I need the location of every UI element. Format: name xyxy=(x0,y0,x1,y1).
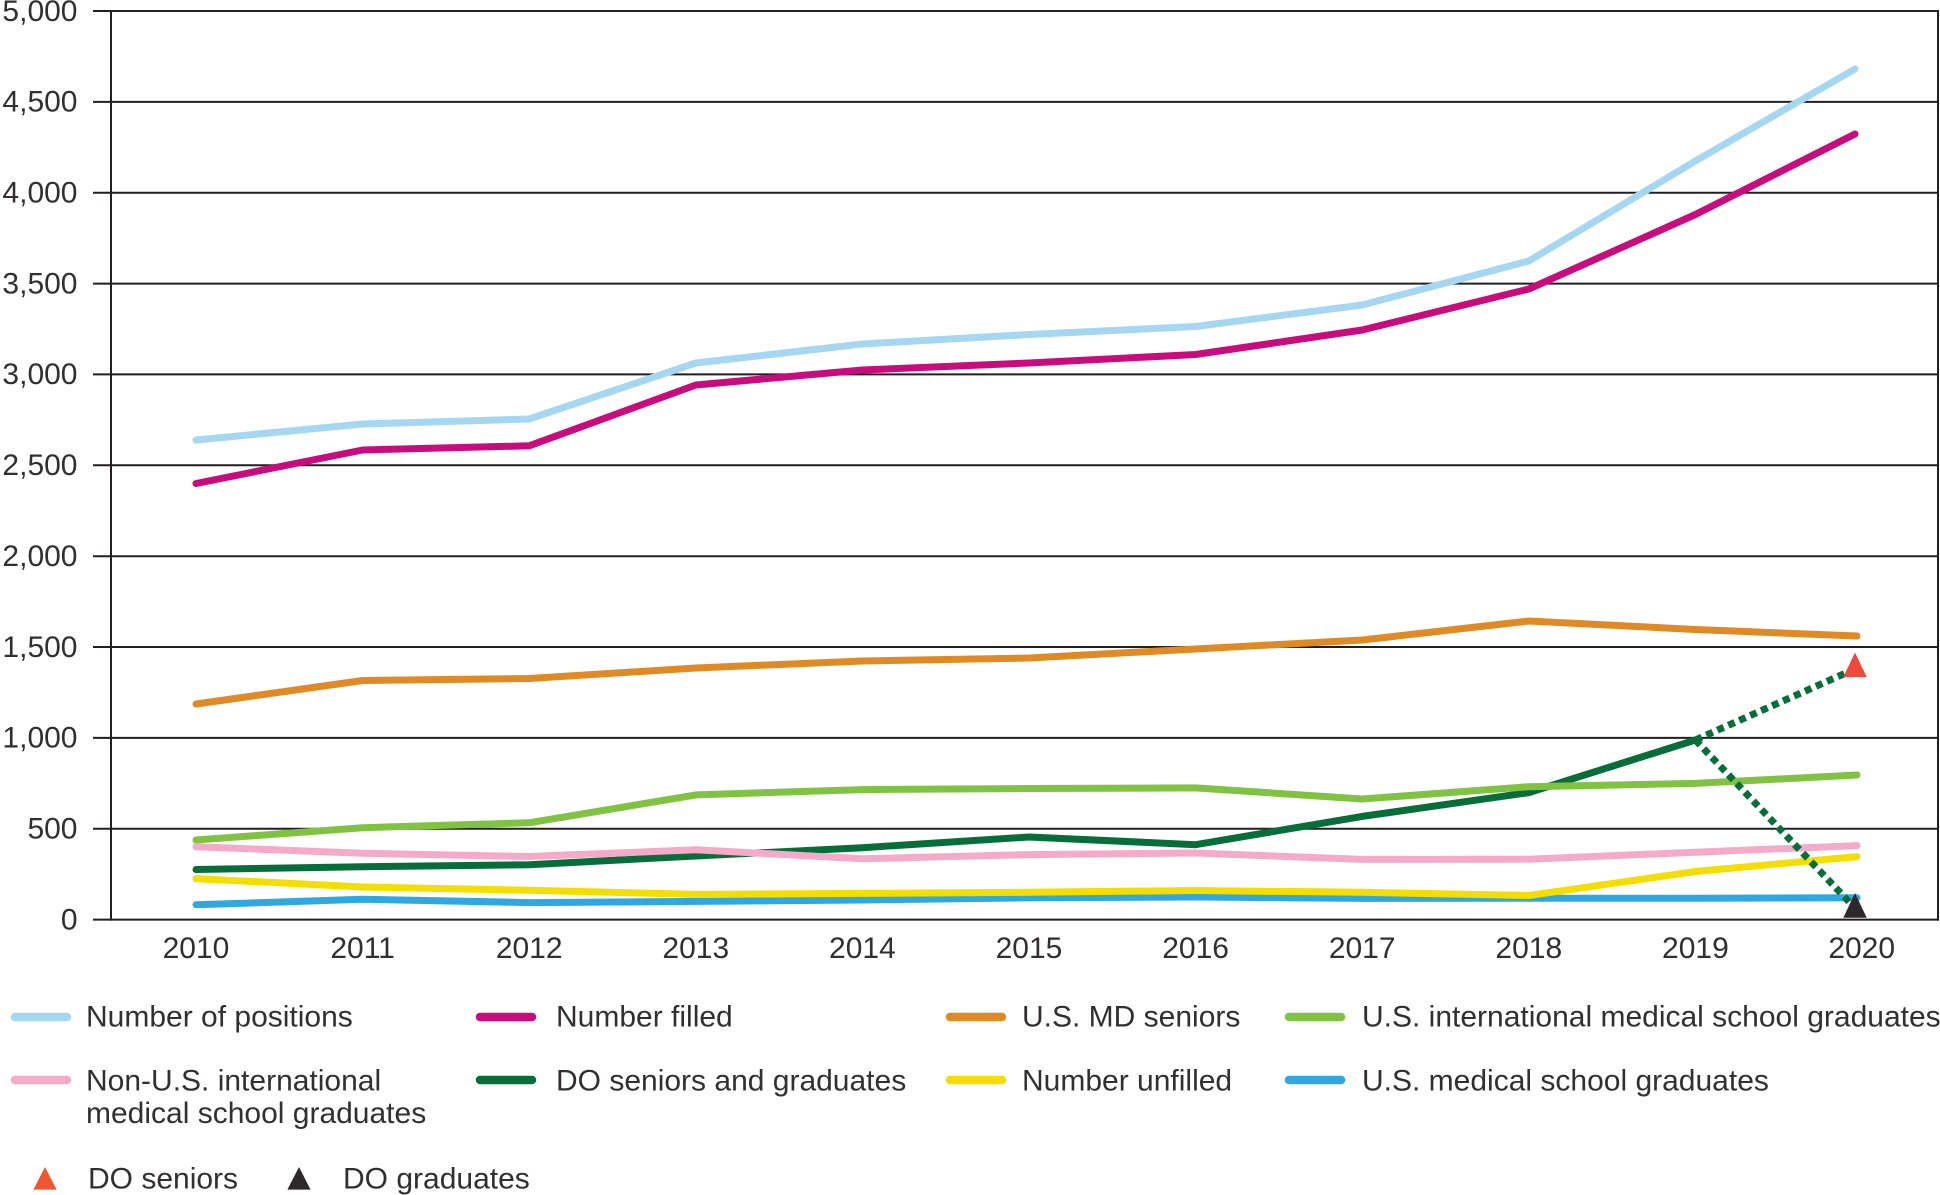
svg-text:Number unfilled: Number unfilled xyxy=(1022,1065,1232,1098)
svg-text:2012: 2012 xyxy=(496,932,563,965)
svg-text:2016: 2016 xyxy=(1162,932,1229,965)
svg-text:2010: 2010 xyxy=(163,932,230,965)
svg-text:U.S. medical school graduates: U.S. medical school graduates xyxy=(1362,1065,1769,1098)
svg-text:3,000: 3,000 xyxy=(2,358,77,391)
svg-text:2015: 2015 xyxy=(996,932,1063,965)
svg-text:2020: 2020 xyxy=(1828,932,1895,965)
svg-text:2019: 2019 xyxy=(1662,932,1729,965)
svg-text:1,000: 1,000 xyxy=(2,722,77,755)
svg-text:2014: 2014 xyxy=(829,932,896,965)
svg-text:Non-U.S. international: Non-U.S. international xyxy=(86,1065,381,1098)
svg-text:2013: 2013 xyxy=(662,932,729,965)
svg-text:DO graduates: DO graduates xyxy=(343,1163,530,1195)
svg-text:2,000: 2,000 xyxy=(2,540,77,573)
svg-text:1,500: 1,500 xyxy=(2,631,77,664)
svg-text:medical school graduates: medical school graduates xyxy=(86,1097,426,1130)
svg-text:2018: 2018 xyxy=(1495,932,1562,965)
svg-text:3,500: 3,500 xyxy=(2,267,77,300)
svg-text:5,000: 5,000 xyxy=(2,0,77,28)
svg-text:Number of positions: Number of positions xyxy=(86,1001,353,1034)
svg-text:U.S. international medical sch: U.S. international medical school gradua… xyxy=(1362,1001,1940,1034)
svg-text:2011: 2011 xyxy=(330,932,395,965)
svg-text:500: 500 xyxy=(27,813,77,846)
svg-text:4,500: 4,500 xyxy=(2,86,77,119)
svg-text:2017: 2017 xyxy=(1329,932,1396,965)
svg-text:2,500: 2,500 xyxy=(2,449,77,482)
svg-text:DO seniors: DO seniors xyxy=(88,1163,238,1195)
svg-text:U.S. MD seniors: U.S. MD seniors xyxy=(1022,1001,1240,1034)
svg-text:0: 0 xyxy=(61,903,78,936)
svg-text:4,000: 4,000 xyxy=(2,177,77,210)
svg-text:Number filled: Number filled xyxy=(556,1001,733,1034)
svg-text:DO seniors and graduates: DO seniors and graduates xyxy=(556,1065,906,1098)
